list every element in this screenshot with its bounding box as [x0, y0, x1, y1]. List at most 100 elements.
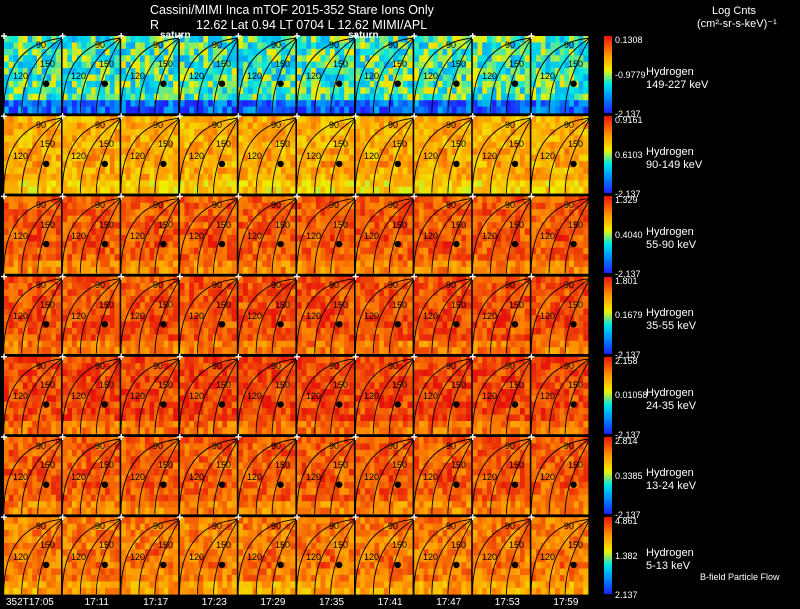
contour-line	[431, 37, 474, 114]
panel-crosshair	[235, 33, 242, 39]
contour-label: 90	[36, 200, 47, 210]
contour-label: 90	[564, 120, 575, 130]
contour-label: 120	[482, 71, 498, 81]
contour-line	[296, 518, 356, 595]
contour-line	[271, 198, 298, 274]
contour-label: 90	[388, 521, 399, 531]
contour-label: 150	[568, 139, 584, 149]
panel-r0-c7	[411, 33, 474, 114]
contour-line	[255, 518, 298, 595]
contour-line	[413, 358, 473, 434]
contour-line	[330, 37, 356, 114]
contour-line	[564, 117, 591, 194]
contour-line	[431, 117, 474, 194]
contour-label: 150	[392, 139, 408, 149]
panel-crosshair	[1, 273, 7, 280]
contour-label: 150	[392, 220, 408, 230]
contour-label: 90	[36, 280, 47, 290]
panel-r2-c4	[235, 193, 298, 274]
contour-line	[3, 518, 63, 595]
contour-line	[271, 117, 298, 194]
saturn-marker	[570, 321, 577, 328]
panel-crosshair	[176, 434, 183, 440]
panel-crosshair	[118, 434, 125, 440]
panel-crosshair	[59, 113, 66, 120]
contour-line	[37, 278, 63, 354]
contour-line	[79, 518, 122, 595]
contour-line	[506, 358, 532, 434]
panel-crosshair	[294, 434, 300, 440]
panel-r6-c9	[528, 514, 591, 595]
contour-label: 120	[306, 552, 322, 562]
contour-label: 120	[540, 311, 556, 321]
contour-line	[138, 198, 181, 274]
energy-label: 149-227 keV	[646, 79, 709, 91]
panel-r1-c2	[118, 113, 181, 194]
saturn-marker	[277, 240, 284, 248]
panel-crosshair	[294, 113, 300, 120]
contour-line	[472, 518, 532, 595]
row-label-6: Hydrogen 5-13 keV	[646, 547, 694, 573]
contour-line	[138, 518, 181, 595]
time-label: 17:35	[319, 597, 345, 608]
contour-label: 120	[423, 311, 439, 321]
saturn-marker	[277, 561, 284, 569]
panel-crosshair	[176, 193, 183, 200]
contour-label: 150	[568, 380, 584, 390]
panel-crosshair	[411, 33, 418, 39]
contour-label: 150	[451, 540, 467, 550]
contour-label: 90	[446, 120, 457, 130]
contour-line	[154, 117, 181, 194]
contour-label: 120	[71, 231, 87, 241]
contour-line	[548, 198, 591, 274]
contour-line	[95, 278, 122, 354]
contour-line	[21, 278, 63, 354]
contour-line	[138, 438, 181, 515]
panel-crosshair	[411, 514, 418, 521]
panel-r0-c2	[118, 33, 181, 114]
contour-label: 150	[40, 540, 56, 550]
time-label: 17:17	[143, 597, 169, 608]
saturn-marker	[101, 80, 109, 87]
panel-r4-c2	[118, 353, 181, 435]
panel-crosshair	[528, 193, 535, 200]
saturn-marker	[101, 401, 109, 408]
panel-crosshair	[176, 33, 183, 39]
saturn-marker	[394, 160, 401, 168]
saturn-marker	[218, 561, 226, 569]
contour-label: 90	[271, 280, 282, 290]
contour-label: 120	[540, 151, 556, 161]
saturn-marker	[336, 80, 343, 87]
contour-label: 120	[364, 552, 380, 562]
saturn-marker	[277, 160, 284, 168]
contour-line	[447, 37, 474, 114]
species-label: Hydrogen	[646, 306, 694, 319]
contour-line	[271, 358, 298, 434]
contour-line	[548, 117, 591, 194]
panel-crosshair	[176, 514, 183, 521]
contour-label: 150	[216, 300, 232, 310]
panel-crosshair	[352, 514, 359, 521]
panel-r1-c9	[528, 113, 591, 194]
contour-label: 90	[95, 280, 106, 290]
contour-line	[330, 278, 356, 354]
saturn-marker	[570, 240, 577, 248]
contour-line	[388, 117, 415, 194]
contour-line	[530, 197, 591, 274]
panel-crosshair	[235, 514, 242, 521]
saturn-marker	[160, 321, 167, 328]
contour-label: 120	[306, 71, 322, 81]
contour-label: 150	[216, 460, 232, 470]
contour-line	[179, 518, 239, 595]
panel-r0-c6	[352, 33, 415, 114]
contour-line	[354, 278, 415, 354]
contour-line	[314, 518, 356, 595]
contour-label: 90	[505, 200, 516, 210]
contour-line	[330, 117, 356, 194]
time-label: 17:41	[377, 597, 403, 608]
panel-crosshair	[469, 33, 476, 39]
saturn-marker	[277, 481, 284, 488]
contour-label: 150	[451, 460, 467, 470]
contour-label: 90	[446, 280, 457, 290]
contour-label: 90	[388, 120, 399, 130]
